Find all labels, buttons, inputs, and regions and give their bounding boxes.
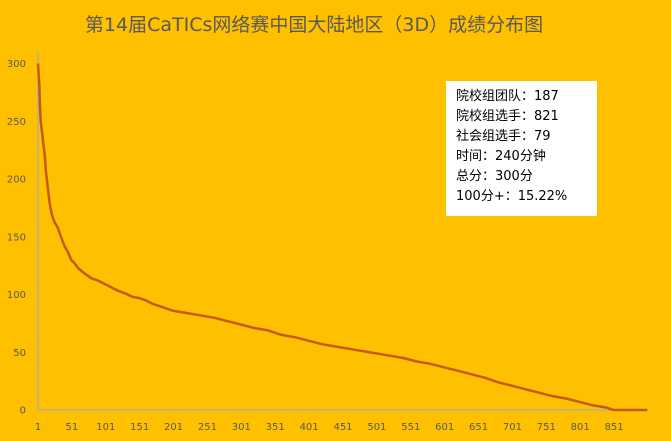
- info-line-team-count: 院校组团队：187: [456, 89, 559, 104]
- y-tick-label: 100: [7, 290, 26, 301]
- info-line-public-count: 社会组选手：79: [456, 129, 551, 144]
- y-tick-label: 150: [7, 232, 26, 243]
- x-tick-label: 451: [333, 422, 352, 433]
- x-tick-label: 101: [96, 422, 115, 433]
- x-tick-label: 851: [605, 422, 624, 433]
- info-line-student-count: 院校组选手：821: [456, 109, 559, 124]
- x-tick-label: 301: [232, 422, 251, 433]
- y-tick-label: 50: [13, 348, 26, 359]
- chart-title: 第14届CaTICs网络赛中国大陆地区（3D）成绩分布图: [85, 14, 543, 36]
- x-tick-label: 551: [401, 422, 420, 433]
- x-tick-label: 701: [503, 422, 522, 433]
- info-line-duration: 时间：240分钟: [456, 149, 546, 164]
- y-tick-label: 300: [7, 59, 26, 70]
- x-tick-label: 201: [164, 422, 183, 433]
- x-tick-label: 351: [266, 422, 285, 433]
- x-tick-label: 51: [66, 422, 79, 433]
- x-tick-label: 151: [130, 422, 149, 433]
- y-tick-labels: 0 50 100 150 200 250 300: [7, 59, 26, 416]
- x-tick-label: 401: [300, 422, 319, 433]
- y-tick-label: 0: [20, 406, 26, 417]
- x-tick-label: 651: [469, 422, 488, 433]
- x-tick-labels: 1 51 101 151 201 251 301 351 401 451 501 551 601 651 7…: [35, 422, 624, 433]
- info-line-total-score: 总分：300分: [456, 169, 533, 184]
- x-tick-label: 751: [537, 422, 556, 433]
- y-tick-label: 250: [7, 117, 26, 128]
- y-tick-label: 200: [7, 175, 26, 186]
- x-tick-label: 601: [435, 422, 454, 433]
- info-box: 院校组团队：187 院校组选手：821 社会组选手：79 时间：240分钟 总分…: [446, 81, 597, 216]
- info-line-over-100-rate: 100分+：15.22%: [456, 189, 568, 204]
- x-tick-label: 501: [367, 422, 386, 433]
- x-tick-label: 1: [35, 422, 41, 433]
- series-layer: [36, 63, 648, 412]
- x-tick-label: 801: [571, 422, 590, 433]
- x-tick-label: 251: [198, 422, 217, 433]
- score-distribution-line: [36, 63, 648, 412]
